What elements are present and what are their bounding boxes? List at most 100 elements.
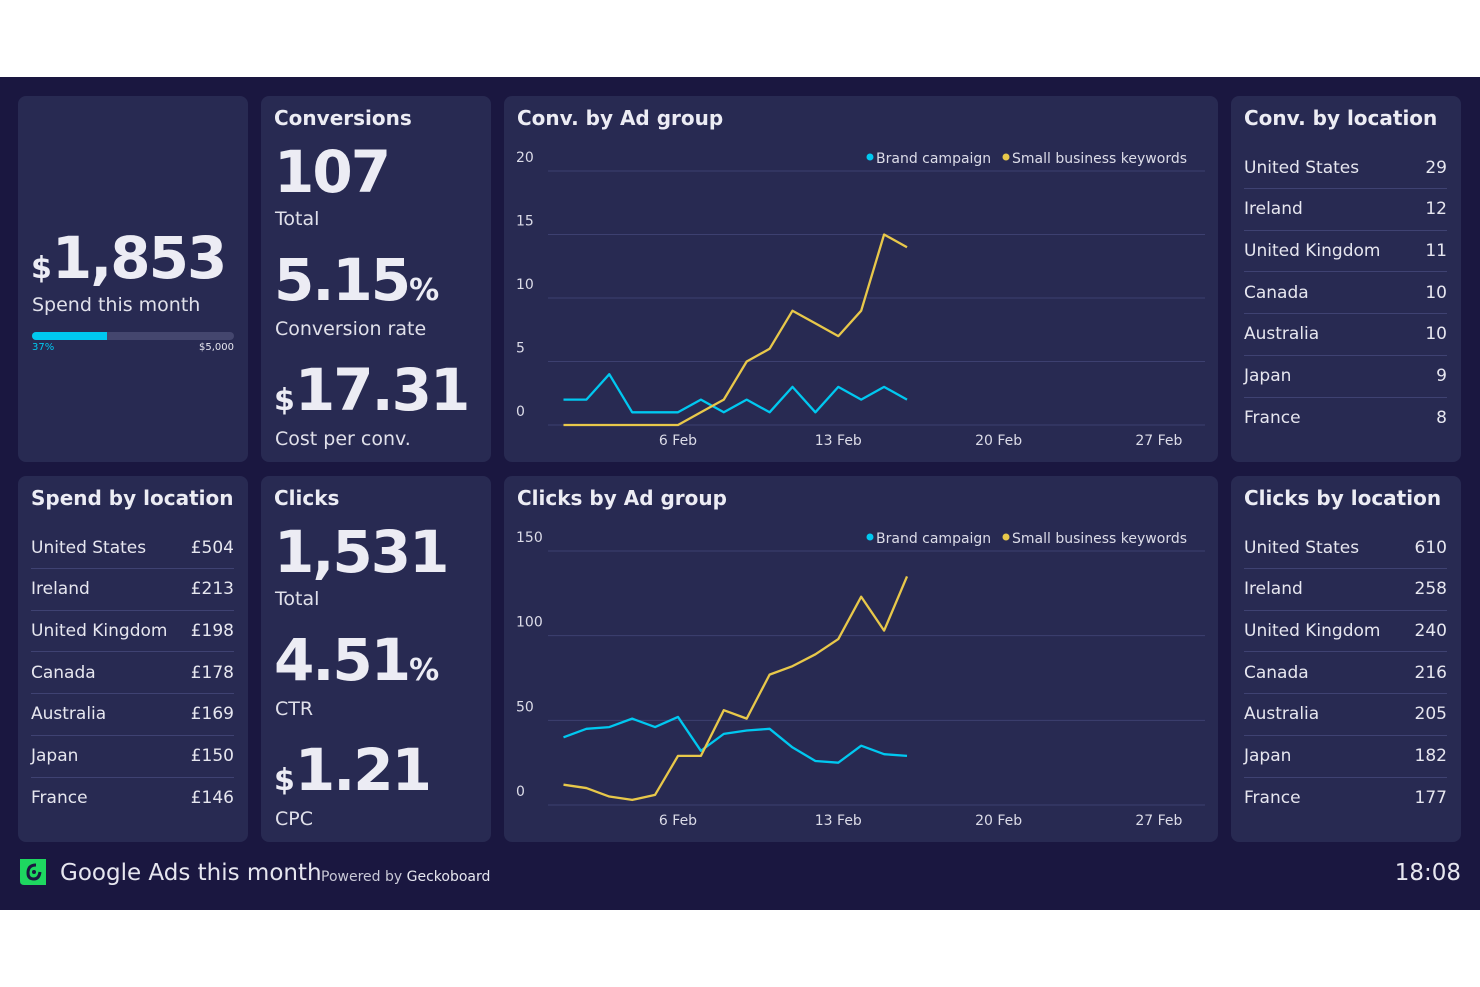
ctr-value: 4.51% — [274, 626, 440, 694]
location-value: £169 — [190, 704, 234, 725]
legend-label: Small business keywords — [1012, 151, 1187, 167]
cpc-value: $1.21 — [274, 736, 432, 804]
conv-by-ad-group-widget: Conv. by Ad group 0 5 10 15 20 6 Feb 13 Feb 20 … — [504, 96, 1218, 462]
location-value: 8 — [1436, 408, 1447, 429]
total-label: Total — [275, 208, 320, 230]
legend-label: Brand campaign — [876, 531, 991, 547]
conv-by-location-widget: Conv. by location United States 29 Ireland… — [1231, 96, 1461, 462]
location-name: Japan — [1244, 746, 1292, 766]
location-name: United Kingdom — [1244, 240, 1381, 261]
series-line-brand-campaign — [563, 373, 908, 414]
series-line-small-business-keywords — [563, 233, 908, 427]
location-name: France — [1244, 788, 1301, 809]
legend-dot-icon — [866, 533, 874, 541]
table-row: United Kingdom 11 — [1244, 230, 1447, 273]
conversions-widget: Conversions 107 Total 5.15% Conversion r… — [261, 96, 491, 462]
legend-dot-icon — [866, 153, 874, 161]
location-name: United Kingdom — [1244, 620, 1381, 641]
location-name: Canada — [1244, 662, 1309, 683]
location-name: United States — [1244, 157, 1360, 178]
location-name: Canada — [31, 662, 96, 683]
location-value: 610 — [1414, 537, 1447, 558]
clicks-widget: Clicks 1,531 Total 4.51% CTR $1.21 CPC — [261, 476, 491, 842]
table-row: Australia £169 — [31, 694, 234, 736]
cpc-label: CPC — [275, 808, 313, 830]
total-label: Total — [275, 588, 320, 610]
location-value: £213 — [190, 579, 234, 600]
ctr-label: CTR — [275, 698, 314, 720]
y-tick-label: 0 — [516, 404, 525, 420]
location-value: 258 — [1414, 579, 1447, 600]
spend-label: Spend this month — [32, 294, 201, 316]
table-row: United Kingdom 240 — [1244, 610, 1447, 653]
location-value: 216 — [1414, 662, 1447, 683]
powered-by: Powered by Geckoboard — [321, 869, 491, 885]
spend-progress-bar — [32, 332, 234, 340]
x-tick-label: 6 Feb — [659, 433, 697, 449]
legend-dot-icon — [1002, 533, 1010, 541]
x-tick-label: 20 Feb — [975, 813, 1022, 829]
table-row: Canada 216 — [1244, 652, 1447, 695]
table-row: United States 610 — [1244, 527, 1447, 569]
location-name: United States — [1244, 537, 1360, 558]
y-tick-label: 150 — [516, 530, 543, 546]
spend-by-location-widget: Spend by location United States £504 Irela… — [18, 476, 248, 842]
location-value: 29 — [1425, 157, 1447, 178]
location-name: Canada — [1244, 282, 1309, 303]
progress-goal: $5,000 — [199, 342, 234, 353]
location-value: 10 — [1425, 282, 1447, 303]
widget-title: Clicks by Ad group — [517, 486, 727, 510]
conversion-rate-label: Conversion rate — [275, 318, 427, 340]
x-tick-label: 6 Feb — [659, 813, 697, 829]
location-value: £150 — [190, 746, 234, 766]
y-tick-label: 15 — [516, 214, 534, 230]
location-value: £146 — [190, 788, 234, 809]
clicks-by-location-widget: Clicks by location United States 610 Irela… — [1231, 476, 1461, 842]
location-value: 10 — [1425, 324, 1447, 345]
widget-title: Clicks — [274, 486, 340, 510]
table-row: Ireland 12 — [1244, 189, 1447, 231]
table-row: Canada £178 — [31, 652, 234, 695]
table-row: France 177 — [1244, 777, 1447, 819]
cost-per-conv-label: Cost per conv. — [275, 428, 411, 450]
table-row: Japan 9 — [1244, 356, 1447, 398]
conversion-rate: 5.15% — [274, 246, 440, 314]
progress-percent: 37% — [32, 342, 55, 353]
geckoboard-logo-icon — [20, 859, 46, 885]
location-name: France — [1244, 408, 1301, 429]
clicks-by-ad-group-widget: Clicks by Ad group 0 50 100 150 6 Feb 13 Feb 2… — [504, 476, 1218, 842]
location-name: United States — [31, 537, 147, 558]
y-tick-label: 50 — [516, 699, 534, 715]
table-row: United States £504 — [31, 527, 234, 569]
location-value: 11 — [1425, 240, 1447, 261]
location-name: Australia — [31, 704, 107, 725]
location-name: Japan — [1244, 366, 1292, 386]
x-tick-label: 27 Feb — [1135, 813, 1182, 829]
clicks-by-ad-group-chart: 0 50 100 150 6 Feb 13 Feb 20 Feb 27 Feb Brand ca… — [516, 530, 1205, 829]
conversions-total: 107 — [274, 138, 391, 206]
location-value: 182 — [1414, 746, 1447, 766]
dashboard-title: Google Ads this month — [60, 860, 322, 886]
widget-title: Conv. by Ad group — [517, 106, 724, 130]
x-tick-label: 20 Feb — [975, 433, 1022, 449]
clock: 18:08 — [1394, 860, 1461, 886]
series-line-small-business-keywords — [563, 575, 909, 802]
location-name: France — [31, 788, 88, 809]
table-row: Ireland 258 — [1244, 569, 1447, 611]
location-value: 177 — [1414, 788, 1447, 809]
y-tick-label: 0 — [516, 784, 525, 800]
table-row: Japan 182 — [1244, 736, 1447, 778]
location-name: Ireland — [1244, 199, 1303, 220]
table-row: France 8 — [1244, 397, 1447, 439]
location-name: Australia — [1244, 324, 1320, 345]
widget-title: Conversions — [274, 106, 412, 130]
series-line-brand-campaign — [563, 715, 908, 764]
table-row: United States 29 — [1244, 147, 1447, 189]
table-row: United Kingdom £198 — [31, 610, 234, 653]
location-value: £198 — [190, 620, 234, 641]
widget-title: Clicks by location — [1244, 486, 1442, 510]
x-tick-label: 13 Feb — [815, 433, 862, 449]
location-value: 12 — [1425, 199, 1447, 220]
x-tick-label: 27 Feb — [1135, 433, 1182, 449]
widget-title: Spend by location — [31, 486, 234, 510]
